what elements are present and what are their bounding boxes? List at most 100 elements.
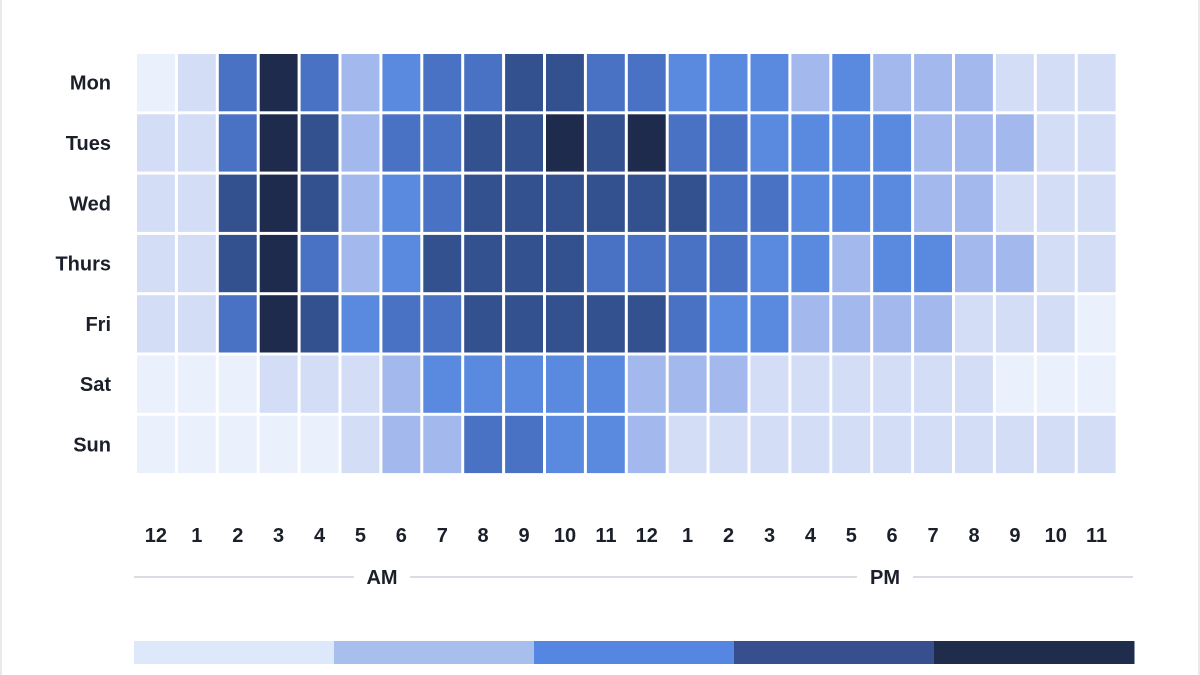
heatmap-cell [1077,54,1116,112]
heatmap-cell [137,234,175,293]
heatmap-cell [873,295,912,353]
heatmap-cell [382,54,421,112]
heatmap-cell [791,295,830,353]
hour-label: 10 [554,525,576,547]
heatmap-cell [546,174,584,232]
heatmap-cell [300,415,339,474]
heatmap-cell [995,234,1034,293]
heatmap-cell [750,295,789,353]
legend-swatch [934,641,1135,664]
heatmap-cell [955,295,993,353]
heatmap-cell [955,174,993,232]
heatmap-cell [709,355,748,413]
heatmap-cell [627,295,666,353]
heatmap-cell [341,234,380,293]
day-label: Thurs [55,254,111,276]
heatmap-cell [832,234,871,293]
heatmap-cell [914,174,952,232]
heatmap-cell [668,295,707,353]
heatmap-cell [341,295,380,353]
hour-label: 10 [1045,525,1067,547]
heatmap-cell [914,54,952,112]
heatmap-cell [668,114,707,172]
heatmap-cell [586,174,625,232]
heatmap-cell [627,415,666,474]
day-labels: Mon Tues Wed Thurs Fri Sat Sun [55,73,111,457]
heatmap-cell [873,54,912,112]
heatmap-cell [1036,355,1075,413]
heatmap-cell [177,295,216,353]
heatmap-cell [464,355,503,413]
heatmap-cell [546,355,584,413]
heatmap-cell [382,174,421,232]
heatmap-cell [464,54,503,112]
heatmap-cells [137,54,1116,474]
heatmap-cell [300,174,339,232]
heatmap-cell [955,114,993,172]
heatmap-cell [300,234,339,293]
heatmap-cell [300,54,339,112]
heatmap-cell [709,114,748,172]
heatmap-cell [709,234,748,293]
heatmap-cell [137,295,175,353]
heatmap-cell [505,174,543,232]
heatmap-cell [423,114,462,172]
hour-label: 2 [232,525,243,547]
heatmap-cell [791,415,830,474]
heatmap-cell [709,54,748,112]
heatmap-cell [505,234,543,293]
legend-swatch [534,641,735,664]
heatmap-cell [791,234,830,293]
heatmap-cell [259,234,298,293]
heatmap-cell [259,54,298,112]
heatmap-cell [586,234,625,293]
heatmap-cell [995,355,1034,413]
heatmap-cell [218,174,257,232]
heatmap-cell [1036,54,1075,112]
heatmap-cell [873,174,912,232]
heatmap-cell [955,355,993,413]
day-label: Sun [73,434,111,456]
color-scale-legend [134,641,1135,664]
heatmap-cell [586,415,625,474]
hour-label: 9 [518,525,529,547]
heatmap-cell [1036,114,1075,172]
legend-swatch [334,641,535,664]
heatmap-cell [995,114,1034,172]
heatmap-cell [177,174,216,232]
heatmap-cell [586,355,625,413]
heatmap-cell [464,295,503,353]
heatmap-cell [1077,174,1116,232]
heatmap-cell [177,355,216,413]
heatmap-cell [464,234,503,293]
hour-label: 6 [396,525,407,547]
heatmap-cell [914,234,952,293]
heatmap-cell [218,234,257,293]
heatmap-cell [955,415,993,474]
heatmap-cell [955,234,993,293]
heatmap-cell [423,54,462,112]
heatmap-cell [1077,415,1116,474]
hour-labels: 12 1 2 3 4 5 6 7 8 9 10 11 12 1 2 3 4 5 6 7 8 9 10 11 [145,525,1107,547]
heatmap-cell [873,234,912,293]
hour-label: 9 [1009,525,1020,547]
legend-swatch [734,641,935,664]
heatmap-cell [1036,234,1075,293]
heatmap-cell [341,174,380,232]
heatmap-cell [832,415,871,474]
heatmap-cell [627,234,666,293]
heatmap-cell [177,234,216,293]
heatmap-cell [750,114,789,172]
heatmap-cell [546,234,584,293]
heatmap-cell [873,355,912,413]
heatmap-cell [341,355,380,413]
heatmap-cell [464,174,503,232]
day-label: Tues [66,133,111,155]
heatmap-cell [995,295,1034,353]
heatmap-cell [218,355,257,413]
left-edge-divider [0,0,2,675]
heatmap-cell [1036,295,1075,353]
heatmap-cell [832,295,871,353]
hour-label: 5 [846,525,857,547]
